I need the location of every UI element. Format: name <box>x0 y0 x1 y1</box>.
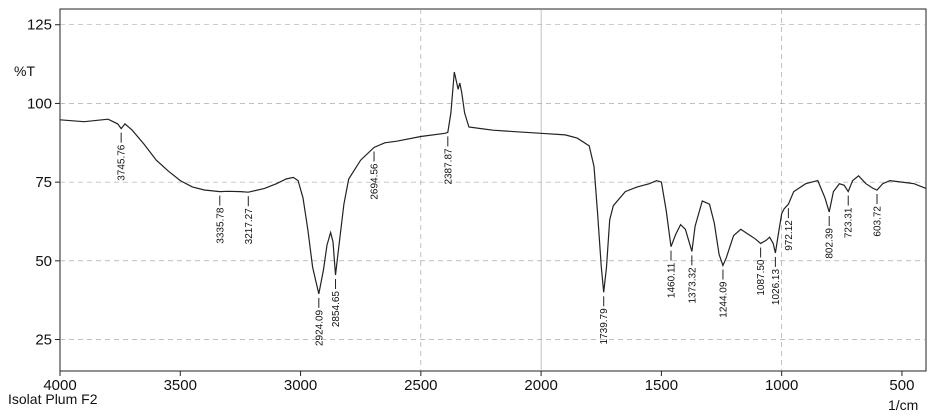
peak-label: 1373.32 <box>687 267 698 304</box>
peak-label: 1244.09 <box>718 281 729 318</box>
peak-label: 603.72 <box>872 206 883 237</box>
x-tick-label: 3500 <box>164 377 197 394</box>
peak-label: 972.12 <box>784 220 795 251</box>
x-tick-label: 4000 <box>43 377 76 394</box>
peak-label: 1460.11 <box>666 262 677 298</box>
spectrum-line <box>59 71 927 295</box>
peak-label: 1087.50 <box>756 259 767 296</box>
peak-label: 2854.65 <box>331 291 342 328</box>
x-axis-unit-label: 1/cm <box>888 397 918 413</box>
peak-label: 3217.27 <box>244 208 255 245</box>
y-axis-label: %T <box>14 63 35 79</box>
y-tick-label: 100 <box>27 95 52 112</box>
sample-name: Isolat Plum F2 <box>8 391 98 407</box>
peak-label: 2387.87 <box>443 148 454 185</box>
peak-label: 2694.56 <box>370 163 381 200</box>
x-tick-label: 1000 <box>765 377 798 394</box>
peak-label: 1739.79 <box>599 308 610 345</box>
axis-ticks: 25 50 75 100 125 4000 3500 3000 2500 2000 1500 1000… <box>27 17 914 394</box>
x-tick-label: 1500 <box>645 377 678 394</box>
y-tick-label: 75 <box>35 174 52 191</box>
x-tick-label: 3000 <box>284 377 317 394</box>
peak-label: 723.31 <box>844 207 855 238</box>
x-tick-label: 2000 <box>524 377 557 394</box>
y-tick-label: 25 <box>35 332 52 349</box>
x-tick-label: 2500 <box>404 377 437 394</box>
x-tick-label: 500 <box>889 377 914 394</box>
peak-label: 3745.76 <box>117 144 128 181</box>
peak-label: 3335.78 <box>215 207 226 244</box>
plot-frame <box>59 8 927 372</box>
peak-label: 2924.09 <box>314 309 325 346</box>
peak-label: 1026.13 <box>771 269 782 306</box>
peak-label: 802.39 <box>825 228 836 259</box>
y-tick-label: 50 <box>35 253 52 270</box>
peak-annotations: 3745.76 3335.78 3217.27 2924.09 2854.65 2694.… <box>117 132 883 346</box>
grid-lines <box>60 9 926 371</box>
y-tick-label: 125 <box>27 17 52 34</box>
